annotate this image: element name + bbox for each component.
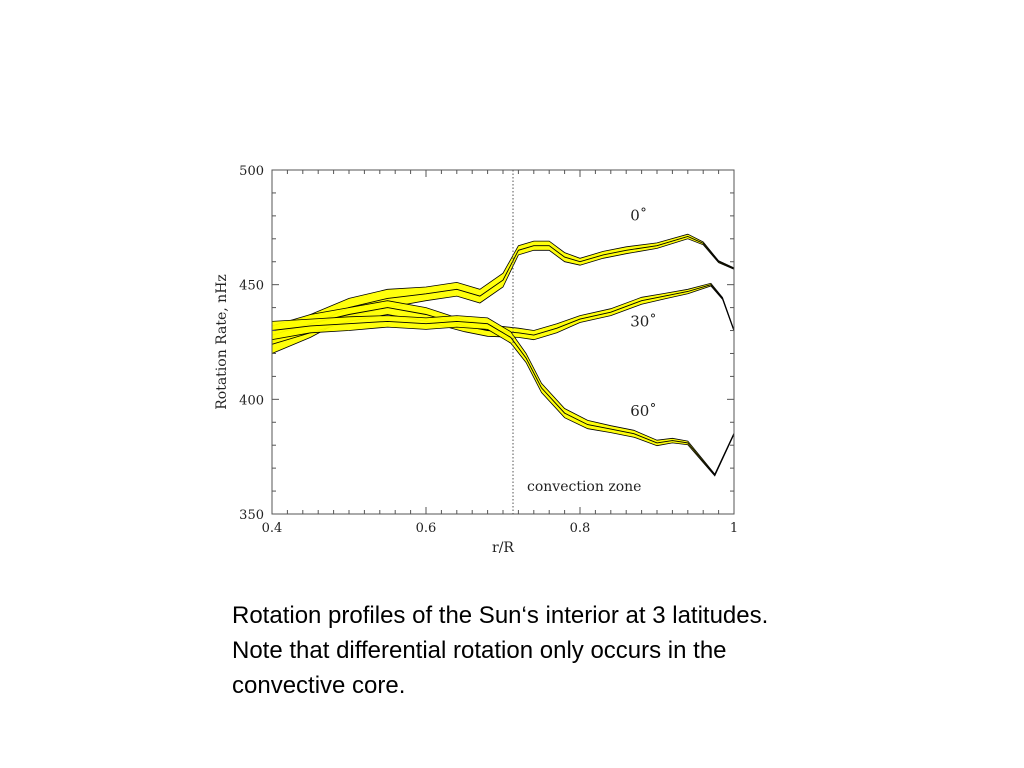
- y-tick-label: 350: [239, 508, 264, 523]
- x-tick-label: 0.6: [416, 521, 437, 536]
- y-tick-label: 400: [239, 393, 264, 408]
- y-axis-label: Rotation Rate, nHz: [214, 274, 230, 410]
- x-tick-label: 1: [730, 521, 738, 536]
- x-tick-label: 0.8: [570, 521, 591, 536]
- series-band-3: [271, 315, 735, 477]
- series-labels: 0˚ 30˚ 60˚: [630, 206, 657, 420]
- plot-frame: [271, 169, 735, 515]
- x-axis-label: r/R: [492, 540, 514, 556]
- caption-line-3: convective core.: [232, 672, 406, 699]
- convection-zone-label: convection zone: [527, 479, 641, 495]
- x-tick-label: 0.4: [262, 521, 283, 536]
- series-label-3: 60˚: [630, 402, 657, 420]
- figure-caption: Rotation profiles of the Sun‘s interior …: [232, 598, 912, 703]
- rotation-chart: 350 400 450 500 0.4 0.6 0.8 1 convection zone r…: [214, 164, 738, 556]
- caption-line-2: Note that differential rotation only occ…: [232, 637, 727, 664]
- series-label-1: 0˚: [630, 206, 647, 224]
- axis-ticks: 350 400 450 500 0.4 0.6 0.8 1: [239, 164, 738, 536]
- series-line-3: [271, 320, 735, 476]
- series-bands: [271, 233, 735, 477]
- y-tick-label: 500: [239, 164, 264, 179]
- series-label-2: 30˚: [630, 312, 657, 330]
- y-tick-label: 450: [239, 279, 264, 294]
- series-line-1: [271, 236, 735, 343]
- caption-line-1: Rotation profiles of the Sun‘s interior …: [232, 602, 769, 629]
- series-line-2: [271, 284, 735, 336]
